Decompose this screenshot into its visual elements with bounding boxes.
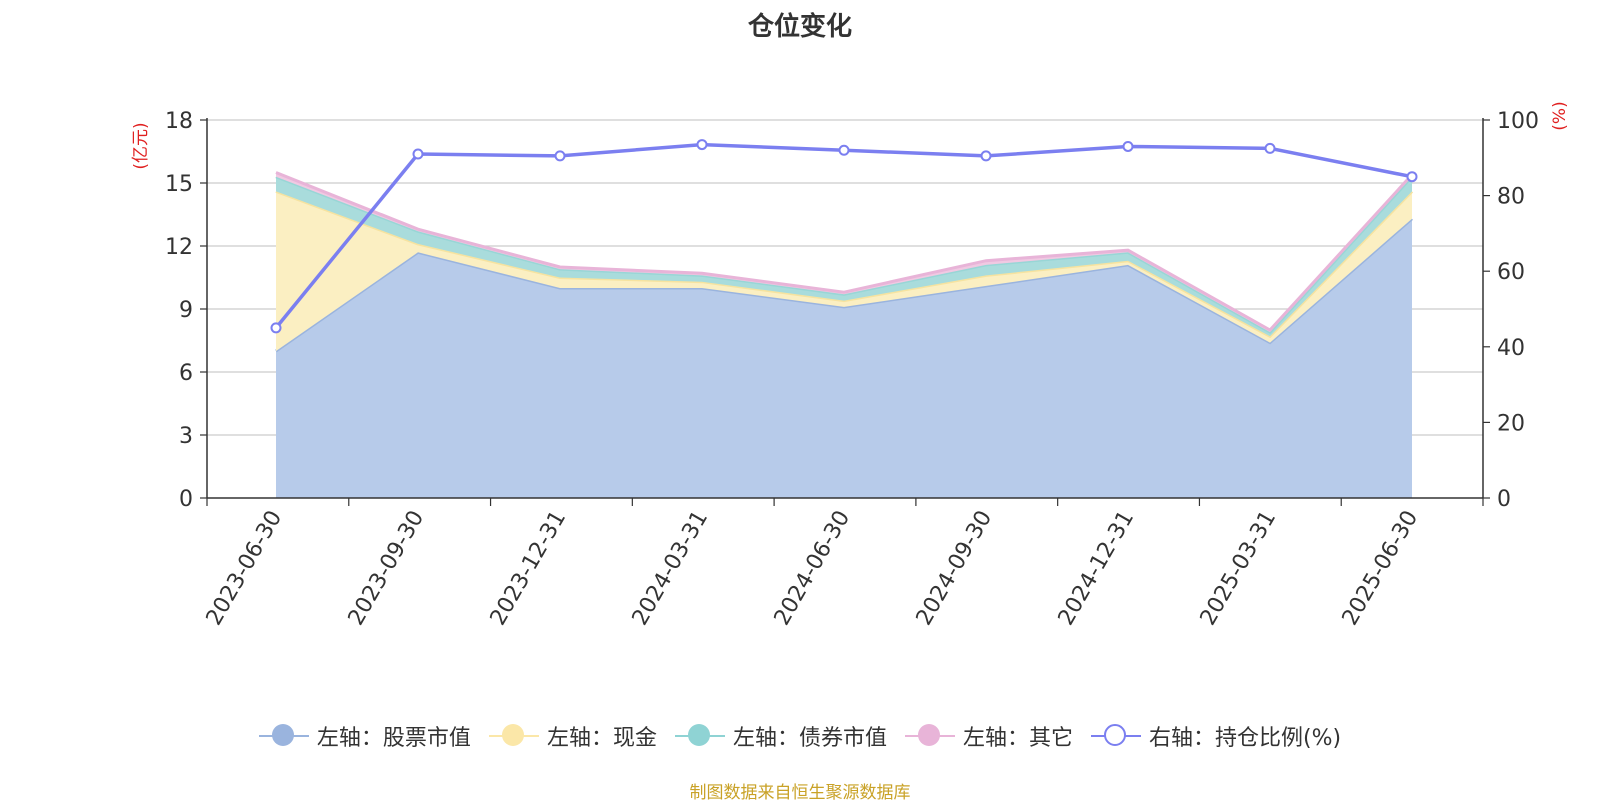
ratio-point [1264,142,1276,154]
legend-label: 左轴：债券市值 [732,726,887,751]
legend-label: 右轴：持仓比例(%) [1148,726,1342,751]
x-tick-label: 2023-12-31 [486,507,572,630]
legend-label: 左轴：现金 [546,726,657,751]
legend-item[interactable]: 左轴：现金 [488,720,657,752]
y-left-tick-label: 3 [179,424,193,449]
x-tick-label: 2024-06-30 [770,507,856,630]
area-3 [276,176,1412,337]
y-right-tick-label: 80 [1497,185,1525,210]
legend-label: 左轴：股票市值 [316,726,471,751]
y-left-tick-label: 18 [165,109,193,134]
x-tick-label: 2023-09-30 [344,507,430,630]
legend: 左轴：股票市值 左轴：现金 左轴：债券市值 左轴：其它 右轴：持仓比例(%) [0,720,1600,752]
legend-item[interactable]: 左轴：其它 [904,720,1073,752]
legend-marker-icon [1090,724,1141,748]
ratio-point [1122,140,1134,152]
x-tick-label: 2025-03-31 [1196,507,1282,630]
ratio-point [412,148,424,160]
area-2 [276,191,1412,351]
ratio-point [838,144,850,156]
y-right-tick-label: 40 [1497,336,1525,361]
y-left-tick-label: 6 [179,361,193,386]
ratio-line-series [270,139,1418,334]
x-tick-label: 2025-06-30 [1338,507,1424,630]
y-left-axis-label: (亿元) [131,122,151,169]
x-tick-label: 2024-03-31 [628,507,714,630]
y-left-tick-label: 9 [179,298,193,323]
y-right-axis-label: (%) [1550,101,1570,130]
ratio-point [980,150,992,162]
legend-marker-icon [674,724,725,748]
x-tick-label: 2023-06-30 [202,507,288,630]
ratio-point [554,150,566,162]
y-right-tick-label: 100 [1497,109,1539,134]
y-right-tick-label: 60 [1497,260,1525,285]
data-source-note: 制图数据来自恒生聚源数据库 [689,783,911,803]
x-tick-label: 2024-09-30 [912,507,998,630]
legend-marker-icon [904,724,955,748]
chart: 0 3 6 9 12 15 18 0 20 40 60 80 100 2023-06-30 2023-09-… [131,101,1570,630]
legend-item[interactable]: 左轴：债券市值 [674,720,887,752]
legend-item[interactable]: 右轴：持仓比例(%) [1090,720,1342,752]
ratio-point [696,139,708,151]
x-tick-label: 2024-12-31 [1054,507,1140,630]
y-left-tick-label: 12 [165,235,193,260]
ratio-point [270,322,282,334]
legend-item[interactable]: 左轴：股票市值 [258,720,471,752]
legend-marker-icon [488,724,539,748]
y-left-tick-label: 0 [179,487,193,512]
ratio-point [1406,171,1418,183]
y-right-tick-label: 0 [1497,487,1511,512]
area-series [275,171,1414,498]
y-left-tick-label: 15 [165,172,193,197]
legend-marker-icon [258,724,309,748]
y-right-tick-label: 20 [1497,411,1525,436]
area-edge-4 [275,171,1414,332]
chart-title: 仓位变化 [747,12,852,42]
legend-label: 左轴：其它 [962,726,1073,751]
